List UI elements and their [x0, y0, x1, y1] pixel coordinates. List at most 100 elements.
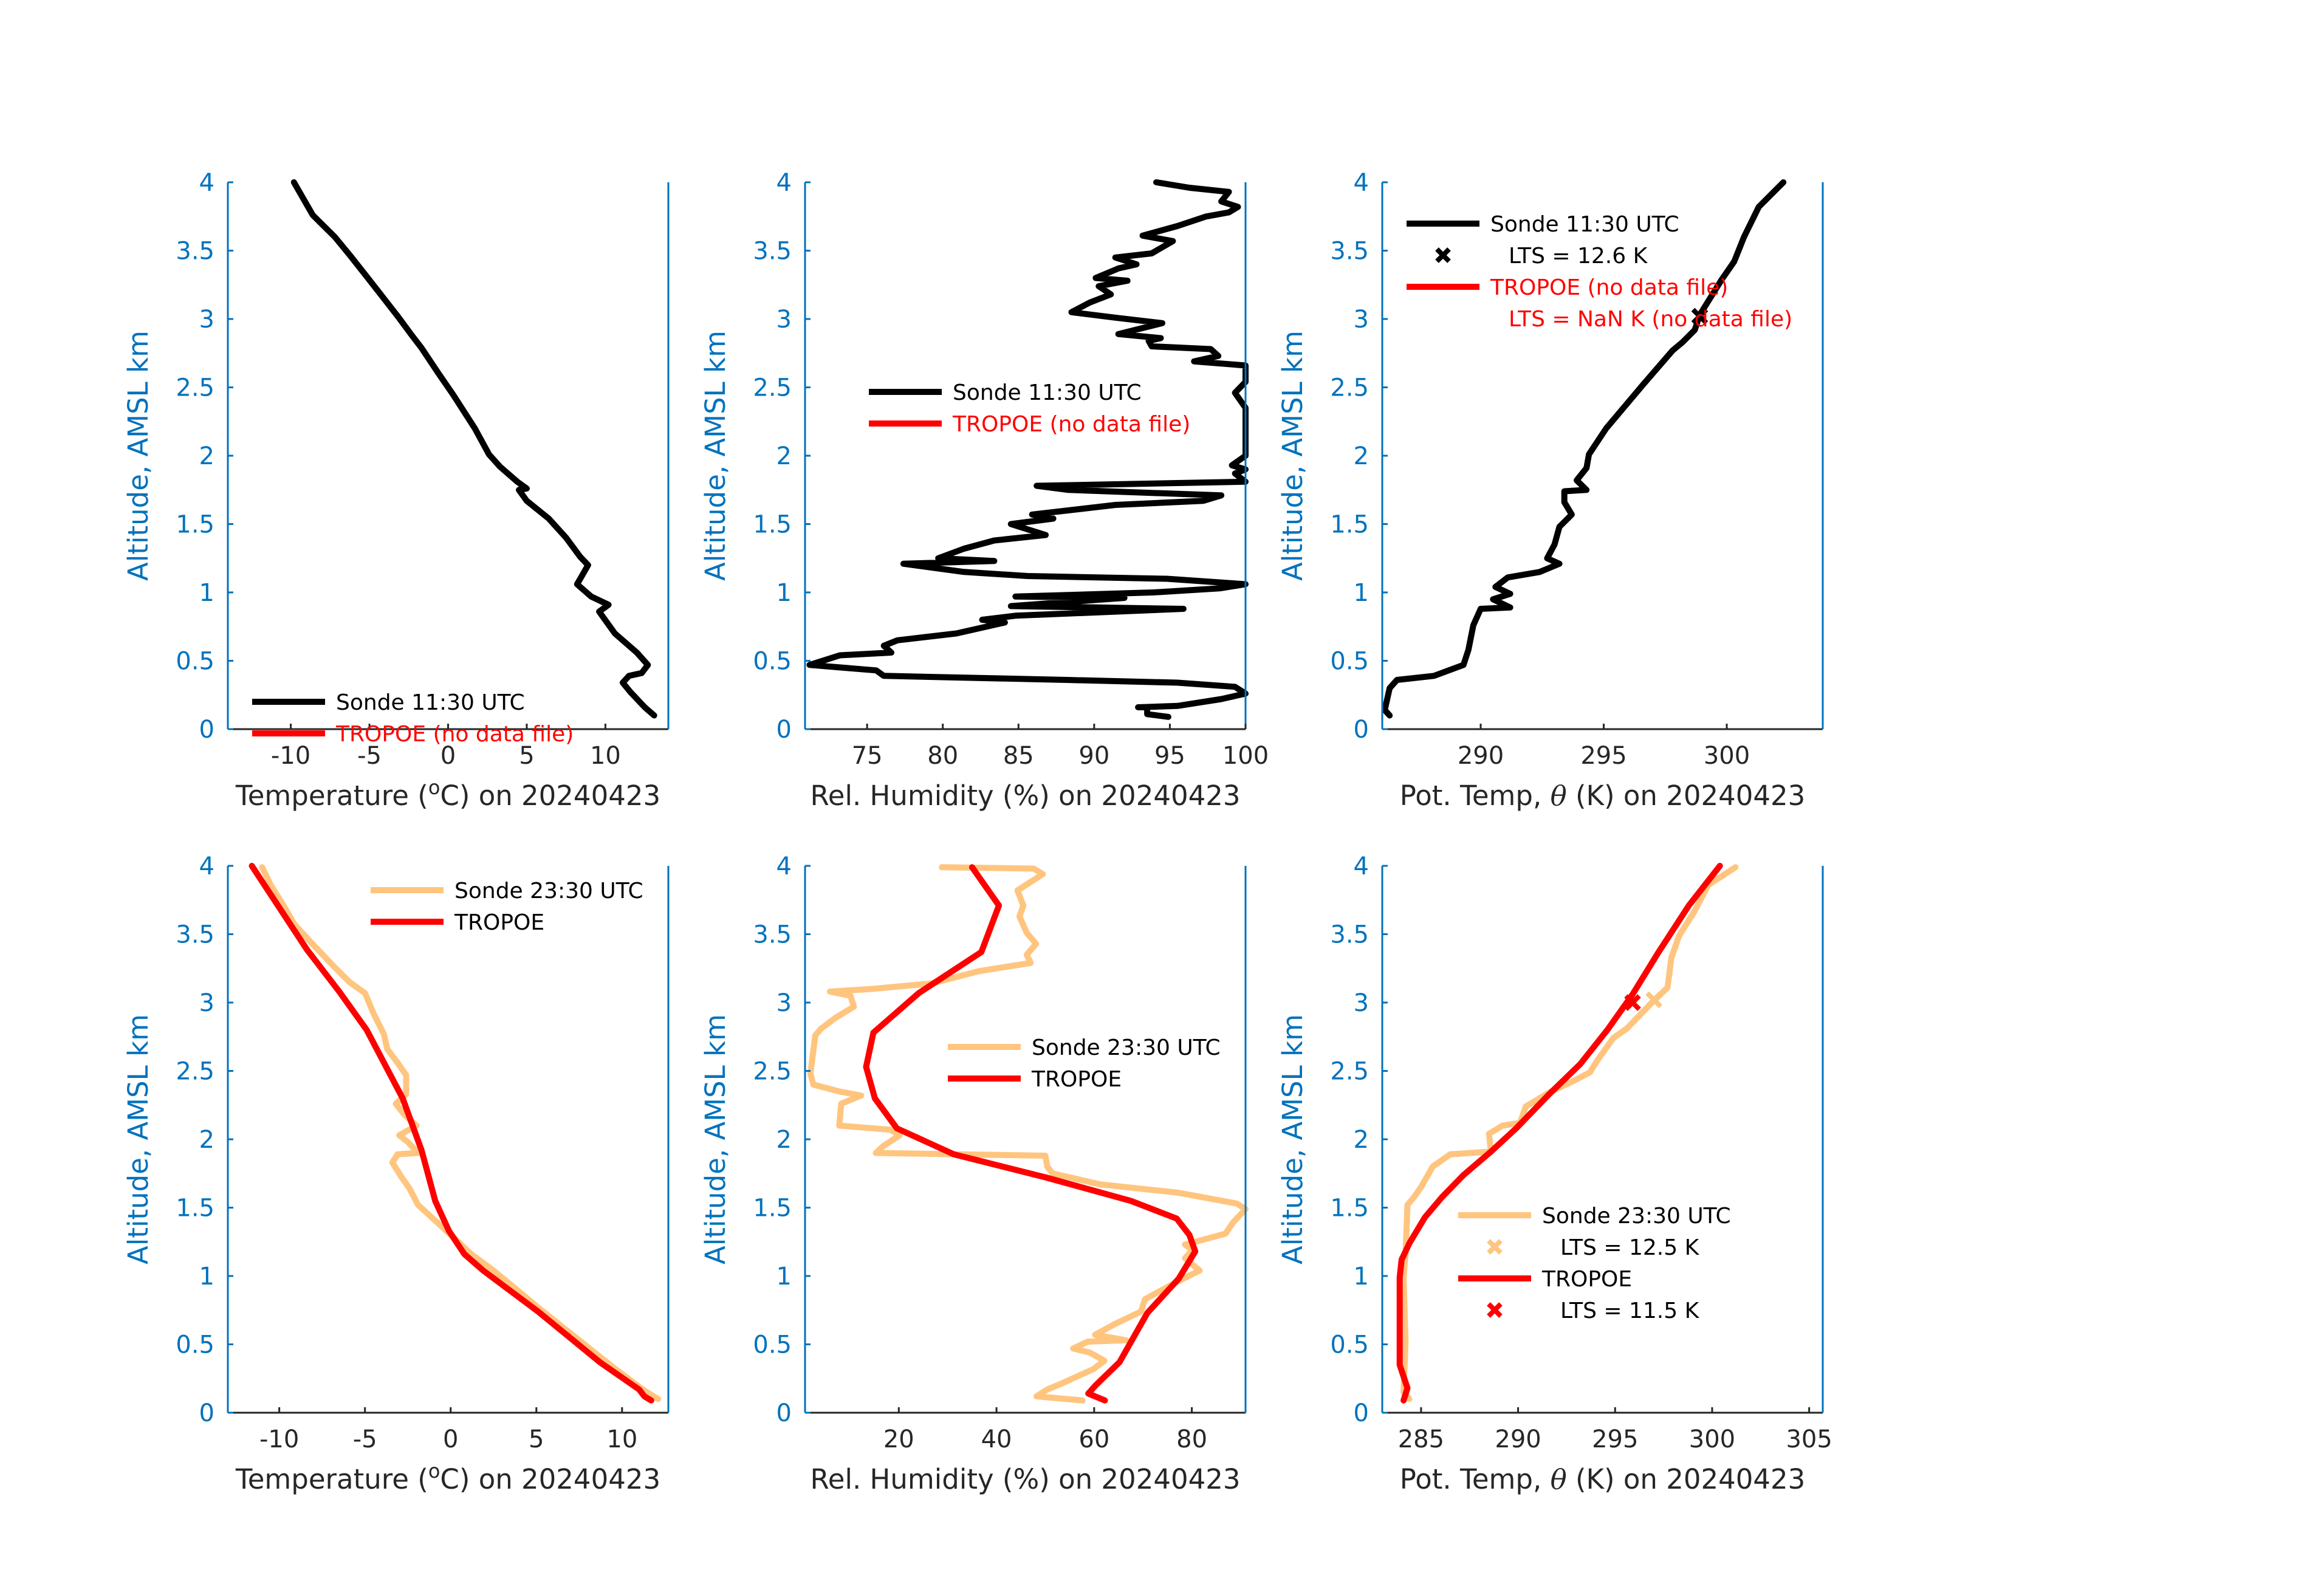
y-tick-label: 2	[1354, 442, 1369, 470]
legend-label: LTS = NaN K (no data file)	[1509, 307, 1792, 332]
panel-theta-1130: 0 0.5 1 1.5 2 2.5 3 3.5 4 290 295 300 Pot. Temp, θ (…	[1277, 169, 1824, 812]
y-axis-label: Altitude, AMSL km	[699, 331, 732, 581]
y-tick-label: 0.5	[176, 648, 214, 676]
x-axis-label: Rel. Humidity (%) on 20240423	[811, 780, 1241, 812]
x-tick-label: -10	[271, 742, 310, 770]
y-tick-label: 1	[1354, 1263, 1369, 1291]
x-tick-label: 300	[1704, 742, 1750, 770]
y-tick-label: 0.5	[1330, 648, 1369, 676]
x-tick-label: -10	[259, 1425, 299, 1453]
panel-rh-2330: 0 0.5 1 1.5 2 2.5 3 3.5 4 20 40 60 80 Rel. Humidity (…	[699, 852, 1249, 1495]
y-tick-label: 3	[776, 306, 792, 334]
y-tick-label: 1.5	[753, 511, 792, 539]
x-tick-label: 95	[1154, 742, 1185, 770]
y-tick-label: 3	[199, 306, 214, 334]
lts-marker	[1645, 991, 1662, 1009]
y-tick-label: 4	[1354, 852, 1369, 880]
x-tick-label: 10	[590, 742, 621, 770]
legend-item: TROPOE (no data file)	[252, 722, 574, 747]
legend-item: TROPOE	[948, 1067, 1122, 1092]
y-tick-label: 1.5	[1330, 511, 1369, 539]
y-tick-label: 2.5	[1330, 1058, 1369, 1086]
legend-item: TROPOE	[371, 910, 544, 935]
legend-item: LTS = 12.6 K	[1435, 244, 1648, 269]
panel-rh-1130: 0 0.5 1 1.5 2 2.5 3 3.5 4 75 80 85 90 95 100 Rel. Humid…	[699, 169, 1269, 812]
y-tick-label: 0.5	[753, 648, 792, 676]
y-tick-label: 4	[199, 169, 214, 197]
series-line-sonde-23-30-utc	[807, 864, 1249, 1404]
panel-temp-2330: 0 0.5 1 1.5 2 2.5 3 3.5 4 -10 -5 0 5 10 Temperature (o…	[122, 852, 670, 1495]
y-tick-label: 1.5	[753, 1195, 792, 1223]
legend: Sonde 11:30 UTC TROPOE (no data file)	[252, 690, 574, 747]
y-tick-label: 2.5	[753, 374, 792, 402]
x-tick-label: 290	[1458, 742, 1504, 770]
series-line-sonde-11-30-utc	[290, 179, 657, 719]
x-tick-label: -5	[353, 1425, 377, 1453]
legend-label: LTS = 11.5 K	[1560, 1298, 1700, 1323]
x-tick-label: 40	[981, 1425, 1012, 1453]
y-tick-label: 0.5	[753, 1331, 792, 1359]
series-line-tropoe	[863, 864, 1199, 1404]
y-tick-label: 0.5	[1330, 1331, 1369, 1359]
x-tick-label: 0	[443, 1425, 458, 1453]
x-axis-label: Pot. Temp, θ (K) on 20240423	[1400, 1463, 1806, 1495]
legend-item: TROPOE	[1458, 1267, 1632, 1292]
y-axis-label: Altitude, AMSL km	[122, 331, 154, 581]
x-tick-label: 0	[440, 742, 456, 770]
y-tick-label: 3	[199, 989, 214, 1017]
legend-item: Sonde 11:30 UTC	[869, 380, 1142, 405]
y-tick-label: 2.5	[1330, 374, 1369, 402]
x-axis-label: Temperature (oC) on 20240423	[235, 1460, 660, 1495]
y-tick-label: 0	[1354, 716, 1369, 744]
legend: Sonde 23:30 UTC LTS = 12.5 K TROPOE LTS = 1…	[1458, 1204, 1731, 1323]
x-tick-label: 100	[1222, 742, 1269, 770]
legend-marker-swatch	[1435, 247, 1451, 263]
x-tick-label: 75	[852, 742, 883, 770]
y-tick-label: 2	[199, 442, 214, 470]
y-tick-label: 1	[776, 579, 792, 607]
legend-label: LTS = 12.5 K	[1560, 1235, 1700, 1260]
y-tick-label: 2	[199, 1126, 214, 1154]
x-tick-label: 290	[1495, 1425, 1541, 1453]
x-tick-label: 295	[1580, 742, 1626, 770]
series-group	[1382, 179, 1787, 719]
y-tick-label: 0	[1354, 1399, 1369, 1427]
y-tick-label: 0.5	[176, 1331, 214, 1359]
panel-theta-2330: 0 0.5 1 1.5 2 2.5 3 3.5 4 285 290 295 300 305 Pot. Tem…	[1277, 852, 1832, 1495]
legend-item: Sonde 11:30 UTC	[252, 690, 525, 715]
series-group	[1396, 863, 1739, 1404]
series-line-sonde-23-30-utc	[1400, 864, 1739, 1402]
legend: Sonde 11:30 UTC TROPOE (no data file)	[869, 380, 1190, 437]
y-tick-label: 2.5	[176, 374, 214, 402]
x-tick-label: -5	[357, 742, 382, 770]
legend-item: TROPOE (no data file)	[869, 412, 1190, 437]
series-line-tropoe	[249, 863, 654, 1404]
x-tick-label: 20	[883, 1425, 914, 1453]
legend-item: Sonde 23:30 UTC	[1458, 1204, 1731, 1229]
y-tick-label: 1	[1354, 579, 1369, 607]
legend: Sonde 23:30 UTC TROPOE	[371, 879, 643, 935]
y-tick-label: 4	[776, 852, 792, 880]
series-group	[249, 863, 662, 1404]
series-line-tropoe	[1396, 863, 1723, 1404]
legend-label: TROPOE	[1541, 1267, 1632, 1292]
y-tick-label: 4	[199, 852, 214, 880]
y-axis-label: Altitude, AMSL km	[1277, 331, 1309, 581]
x-axis-label: Rel. Humidity (%) on 20240423	[811, 1463, 1241, 1495]
series-line-sonde-11-30-utc	[806, 179, 1249, 720]
x-tick-label: 80	[927, 742, 958, 770]
legend-item: TROPOE (no data file)	[1407, 275, 1728, 300]
y-tick-label: 4	[776, 169, 792, 197]
legend-label: Sonde 11:30 UTC	[1490, 212, 1679, 237]
legend-marker-swatch	[1487, 1302, 1503, 1318]
y-tick-label: 3.5	[753, 238, 792, 266]
series-group	[290, 179, 657, 719]
x-tick-label: 80	[1176, 1425, 1207, 1453]
legend-label: LTS = 12.6 K	[1509, 244, 1648, 269]
legend-item: LTS = 12.5 K	[1487, 1235, 1700, 1260]
y-tick-label: 2	[776, 442, 792, 470]
y-tick-label: 2	[776, 1126, 792, 1154]
